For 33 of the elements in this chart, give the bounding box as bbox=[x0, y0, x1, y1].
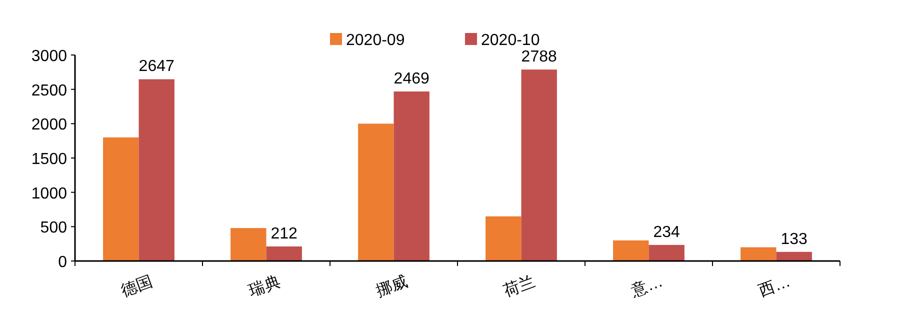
bar bbox=[521, 70, 557, 261]
y-tick-label: 3000 bbox=[31, 48, 68, 65]
bar bbox=[740, 247, 776, 261]
x-tick-label: 意… bbox=[628, 272, 666, 301]
y-tick-label: 2500 bbox=[31, 82, 68, 100]
data-label: 133 bbox=[780, 230, 808, 248]
legend-label: 2020-09 bbox=[346, 32, 405, 49]
x-tick-label: 荷兰 bbox=[501, 272, 538, 300]
bar bbox=[138, 79, 174, 261]
data-label: 2469 bbox=[394, 70, 430, 88]
x-tick-label: 德国 bbox=[119, 273, 156, 300]
bar bbox=[486, 216, 522, 261]
bar bbox=[266, 246, 302, 261]
bar bbox=[230, 228, 266, 261]
y-tick-label: 1500 bbox=[31, 151, 68, 168]
y-tick-label: 1000 bbox=[31, 185, 68, 202]
y-tick-label: 0 bbox=[58, 254, 68, 271]
data-label: 2647 bbox=[138, 58, 174, 76]
data-label: 2788 bbox=[521, 48, 557, 66]
data-label: 212 bbox=[270, 225, 298, 242]
bar bbox=[394, 91, 430, 261]
bar bbox=[613, 240, 649, 261]
x-tick-label: 挪威 bbox=[374, 272, 410, 300]
bar bbox=[358, 124, 394, 261]
x-tick-label: 西… bbox=[756, 273, 793, 300]
bar bbox=[776, 252, 812, 261]
data-label: 234 bbox=[653, 224, 680, 241]
x-tick-label: 瑞典 bbox=[246, 272, 283, 300]
y-tick-label: 500 bbox=[40, 220, 68, 237]
bar bbox=[103, 137, 139, 261]
bar bbox=[648, 244, 684, 261]
legend-label: 2020-10 bbox=[481, 32, 540, 49]
y-tick-label: 2000 bbox=[31, 116, 68, 134]
